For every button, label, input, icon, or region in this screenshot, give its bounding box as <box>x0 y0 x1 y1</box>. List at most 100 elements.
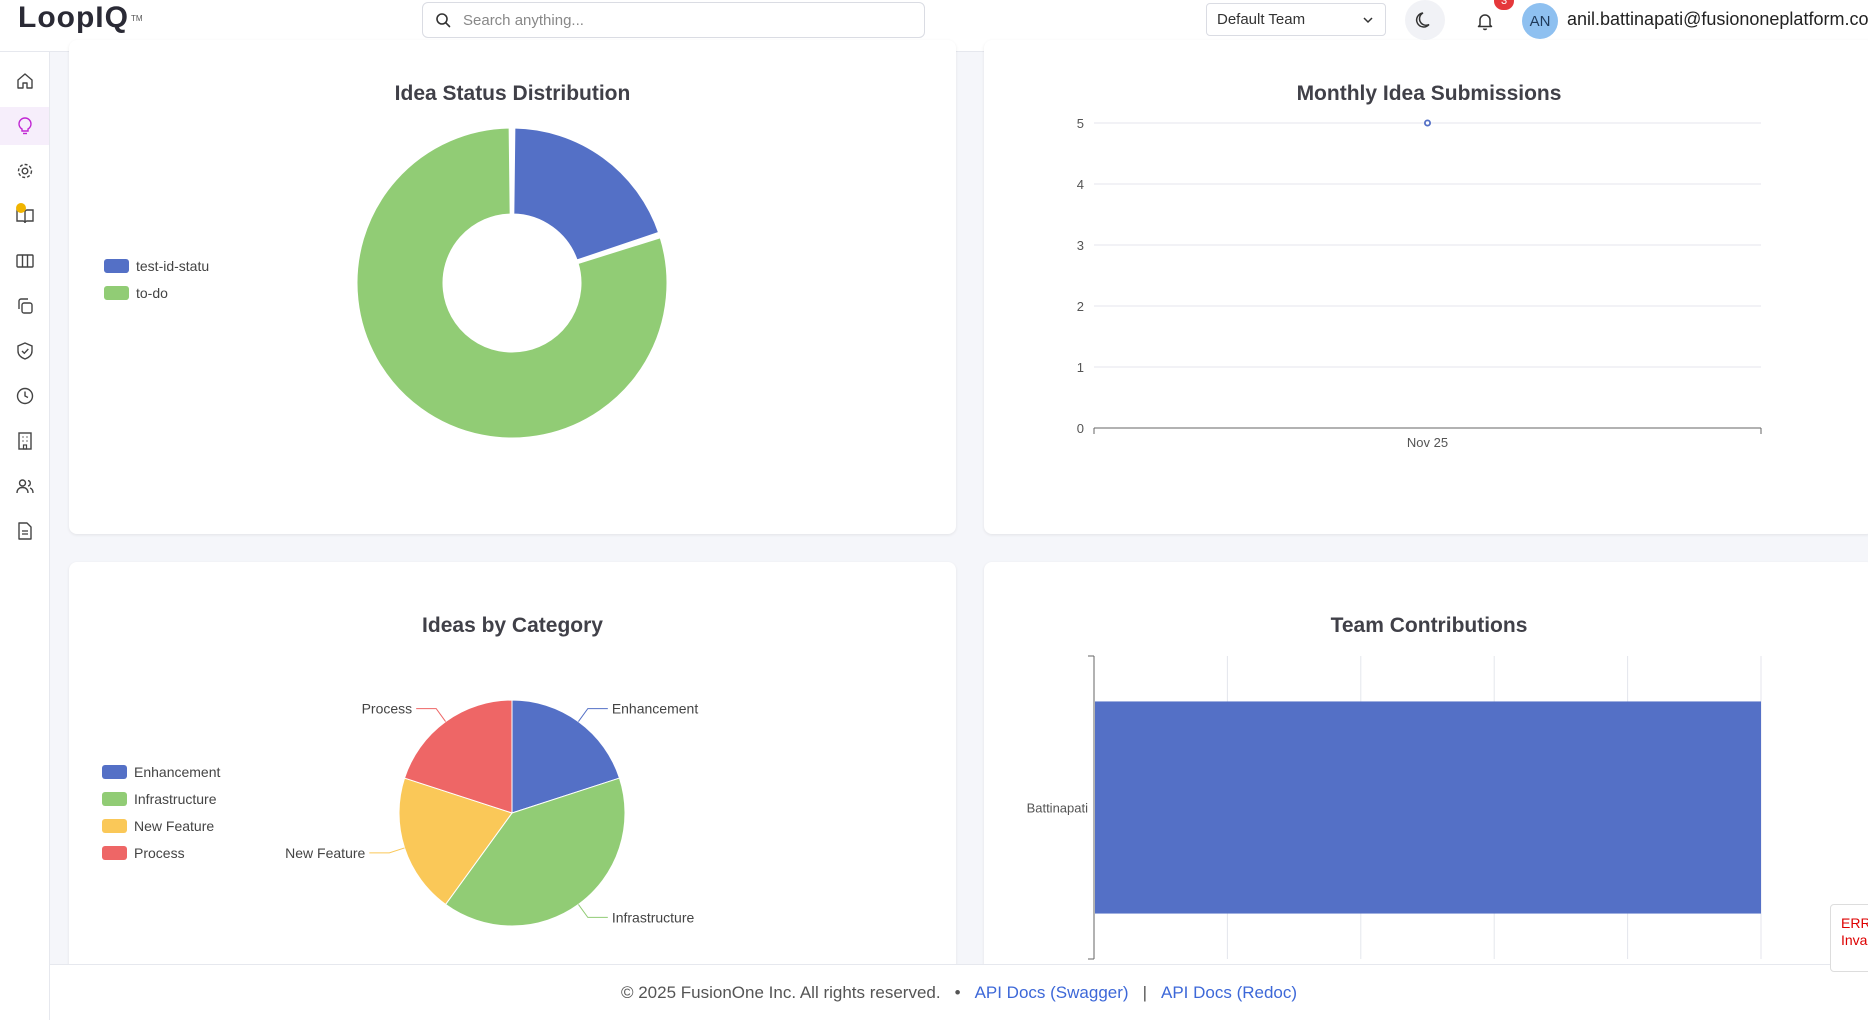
team-select-value: Default Team <box>1217 11 1306 28</box>
sidebar-item-home[interactable] <box>0 62 49 100</box>
notification-count-badge: 3 <box>1494 0 1514 10</box>
donut-slice <box>511 125 662 263</box>
monthly-line-chart: 0 1 2 3 4 5 Nov 25 <box>1077 116 1762 450</box>
pie-label-line <box>578 708 608 722</box>
team-bar-chart: Battinapati <box>1027 655 1762 960</box>
chevron-down-icon <box>1363 16 1373 23</box>
avatar[interactable]: AN <box>1522 3 1558 39</box>
sidebar-item-users[interactable] <box>0 467 49 505</box>
lightbulb-icon <box>17 117 32 135</box>
sidebar-item-approvals[interactable] <box>0 332 49 370</box>
monthly-chart-title: Monthly Idea Submissions <box>1296 82 1562 105</box>
legend-label: test-id-statu <box>136 257 210 274</box>
team-chart-title: Team Contributions <box>1330 614 1528 637</box>
monthly-chart-card: Monthly Idea Submissions 0 1 2 3 4 5 Nov 25 <box>984 40 1868 534</box>
building-icon <box>17 432 32 450</box>
pie-label-line <box>578 904 608 918</box>
pie-slice-label: Process <box>362 701 413 717</box>
status-chart-title: Idea Status Distribution <box>394 82 631 105</box>
copyright-text: © 2025 FusionOne Inc. All rights reserve… <box>620 982 941 1002</box>
legend-swatch <box>104 285 129 300</box>
error-widget-line1: ERR <box>1841 915 1868 931</box>
legend-item[interactable]: to-do <box>104 279 209 306</box>
y-tick-label: 5 <box>1077 116 1084 131</box>
team-select[interactable]: Default Team <box>1206 3 1386 36</box>
columns-icon <box>15 254 34 268</box>
y-tick-label: 3 <box>1077 238 1084 253</box>
sidebar-item-history[interactable] <box>0 377 49 415</box>
logo-text: LoopIQ <box>18 1 129 34</box>
pie-slice <box>398 777 513 906</box>
pie-slice-label: Infrastructure <box>612 909 695 925</box>
legend-label: New Feature <box>134 817 215 834</box>
legend-item[interactable]: test-id-statu <box>104 252 209 279</box>
sidebar-item-reports[interactable] <box>0 512 49 550</box>
api-docs-swagger-link[interactable]: API Docs (Swagger) <box>974 982 1129 1002</box>
pie-slice-label: New Feature <box>285 845 365 861</box>
legend-label: Process <box>134 844 185 861</box>
donut-slice <box>354 125 670 441</box>
shield-check-icon <box>16 342 33 360</box>
category-chart-title: Ideas by Category <box>422 614 603 637</box>
file-text-icon <box>17 522 32 540</box>
pie-label-line <box>416 708 446 722</box>
copy-icon <box>17 298 33 314</box>
sidebar-item-guide[interactable] <box>0 197 49 235</box>
pie-slice <box>511 699 621 814</box>
user-email[interactable]: anil.battinapati@fusiononeplatform.co <box>1567 9 1868 29</box>
error-widget-line2: Inva <box>1841 932 1868 948</box>
legend-swatch <box>102 791 127 806</box>
gear-icon <box>17 163 32 179</box>
pie-slice-label: Enhancement <box>612 701 699 717</box>
y-tick-label: 4 <box>1077 177 1084 192</box>
error-widget[interactable]: ERR Inva <box>1830 904 1868 972</box>
legend-item[interactable]: Enhancement <box>102 758 220 785</box>
search-input[interactable] <box>461 10 885 30</box>
api-docs-redoc-link[interactable]: API Docs (Redoc) <box>1160 982 1298 1002</box>
pie-slice <box>444 777 626 927</box>
legend-item[interactable]: Infrastructure <box>102 785 220 812</box>
pie-label-line <box>369 847 405 854</box>
status-chart-card: Idea Status Distribution test-id-statu t… <box>69 40 956 534</box>
y-tick-label: 2 <box>1077 299 1084 314</box>
moon-icon <box>1415 12 1430 28</box>
legend-swatch <box>102 818 127 833</box>
search-icon <box>436 13 451 28</box>
users-icon <box>15 479 34 494</box>
team-chart-card: Team Contributions Battinapati <box>984 562 1868 1002</box>
sidebar-item-ideas[interactable] <box>0 107 49 145</box>
legend-label: Enhancement <box>134 763 221 780</box>
status-chart-legend: test-id-statu to-do <box>104 252 209 306</box>
y-tick-label: 0 <box>1077 421 1084 436</box>
category-chart-card: Ideas by Category Enhancement Infrastruc… <box>69 562 956 1002</box>
line-data-point <box>1423 119 1431 127</box>
search-box[interactable] <box>422 2 925 38</box>
sidebar-item-settings[interactable] <box>0 152 49 190</box>
theme-toggle-button[interactable] <box>1405 0 1445 40</box>
y-tick-label: 1 <box>1077 360 1084 375</box>
app-logo[interactable]: LoopIQ TM <box>18 0 143 36</box>
sidebar-item-duplicates[interactable] <box>0 287 49 325</box>
legend-swatch <box>102 764 127 779</box>
sidebar-item-organization[interactable] <box>0 422 49 460</box>
sidebar-notification-dot <box>16 203 26 213</box>
x-tick-label: Nov 25 <box>1407 435 1448 450</box>
legend-swatch <box>104 258 129 273</box>
y-tick-label: Battinapati <box>1027 801 1089 816</box>
category-pie-chart: Enhancement Infrastructure New Feature Proc… <box>285 699 699 927</box>
category-chart-legend: Enhancement Infrastructure New Feature P… <box>102 758 220 866</box>
status-donut-chart <box>354 125 670 441</box>
footer-divider: | <box>1142 982 1147 1002</box>
logo-trademark: TM <box>130 13 143 23</box>
home-icon <box>16 73 33 89</box>
legend-label: to-do <box>136 284 168 301</box>
notifications-button[interactable] <box>1470 6 1500 36</box>
legend-label: Infrastructure <box>134 790 217 807</box>
pie-slice <box>403 699 513 814</box>
legend-swatch <box>102 845 127 860</box>
sidebar-item-board[interactable] <box>0 242 49 280</box>
footer: © 2025 FusionOne Inc. All rights reserve… <box>50 964 1868 1020</box>
legend-item[interactable]: Process <box>102 839 220 866</box>
legend-item[interactable]: New Feature <box>102 812 220 839</box>
clock-icon <box>16 387 33 405</box>
